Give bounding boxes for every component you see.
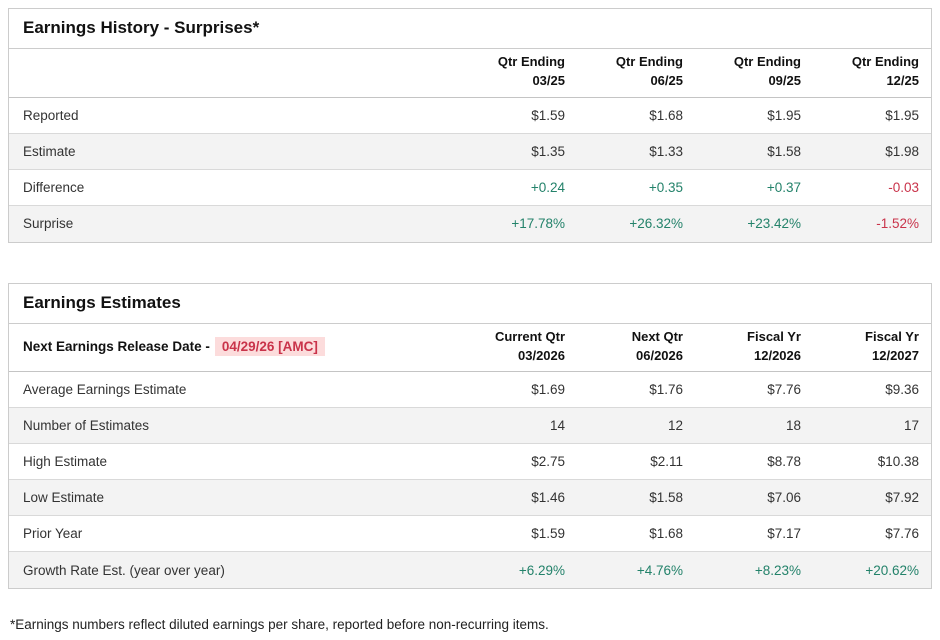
table-row-estimate: Estimate $1.35 $1.33 $1.58 $1.98 — [9, 133, 931, 170]
cell-value: $1.59 — [531, 526, 565, 542]
table-row-low-estimate: Low Estimate $1.46 $1.58 $7.06 $7.92 — [9, 480, 931, 517]
cell-value: $7.92 — [885, 490, 919, 506]
row-label: Prior Year — [23, 526, 83, 542]
cell-value: $1.35 — [531, 143, 565, 159]
earnings-estimates-title: Earnings Estimates — [9, 284, 931, 324]
cell-value-positive: +6.29% — [518, 562, 565, 578]
cell-value-negative: -0.03 — [888, 179, 919, 195]
table-row-growth-rate: Growth Rate Est. (year over year) +6.29%… — [9, 552, 931, 589]
cell-value-positive: +4.76% — [636, 562, 683, 578]
cell-value: $1.46 — [531, 490, 565, 506]
column-header-fiscal-yr-2027: Fiscal Yr 12/2027 — [865, 328, 919, 363]
table-row-difference: Difference +0.24 +0.35 +0.37 -0.03 — [9, 170, 931, 206]
cell-value: 17 — [903, 418, 919, 434]
cell-value: $1.58 — [767, 143, 801, 159]
cell-value: $1.98 — [885, 143, 919, 159]
cell-value-positive: +20.62% — [865, 562, 919, 578]
cell-value: $10.38 — [877, 454, 919, 470]
table-row-high-estimate: High Estimate $2.75 $2.11 $8.78 $10.38 — [9, 444, 931, 481]
column-header-next-qtr: Next Qtr 06/2026 — [631, 328, 683, 363]
column-header-qtr-1225: Qtr Ending 12/25 — [851, 54, 919, 88]
row-label: Surprise — [23, 216, 74, 232]
cell-value: 14 — [549, 418, 565, 434]
earnings-footnote: *Earnings numbers reflect diluted earnin… — [10, 617, 549, 633]
release-date-label: Next Earnings Release Date - — [23, 339, 210, 355]
column-header-fiscal-yr-2026: Fiscal Yr 12/2026 — [747, 328, 801, 363]
row-label: Low Estimate — [23, 490, 105, 506]
cell-value: 18 — [785, 418, 801, 434]
cell-value-positive: +0.24 — [530, 179, 565, 195]
cell-value: $1.68 — [649, 526, 683, 542]
cell-value: $1.69 — [531, 382, 565, 398]
row-label: Growth Rate Est. (year over year) — [23, 562, 225, 578]
release-date-badge: 04/29/26 [AMC] — [214, 337, 325, 357]
cell-value: $7.06 — [767, 490, 801, 506]
cell-value: $7.17 — [767, 526, 801, 542]
cell-value: $2.75 — [531, 454, 565, 470]
cell-value-positive: +8.23% — [754, 562, 801, 578]
cell-value: $2.11 — [650, 454, 683, 470]
column-header-qtr-0925: Qtr Ending 09/25 — [733, 54, 801, 88]
row-label: Reported — [23, 107, 79, 123]
column-header-current-qtr: Current Qtr 03/2026 — [494, 328, 565, 363]
column-header-qtr-0625: Qtr Ending 06/25 — [615, 54, 683, 88]
cell-value: $8.78 — [767, 454, 801, 470]
table-row-prior-year: Prior Year $1.59 $1.68 $7.17 $7.76 — [9, 516, 931, 553]
earnings-estimates-header-row: Next Earnings Release Date -04/29/26 [AM… — [9, 324, 931, 373]
cell-value: $1.95 — [885, 107, 919, 123]
earnings-history-table: Earnings History - Surprises* Qtr Ending… — [8, 8, 932, 243]
table-row-surprise: Surprise +17.78% +26.32% +23.42% -1.52% — [9, 205, 931, 242]
table-row-number-of-estimates: Number of Estimates 14 12 18 17 — [9, 408, 931, 445]
cell-value-positive: +0.37 — [766, 179, 801, 195]
cell-value-positive: +23.42% — [747, 216, 801, 232]
cell-value-positive: +17.78% — [511, 216, 565, 232]
cell-value: $1.58 — [649, 490, 683, 506]
table-row-reported: Reported $1.59 $1.68 $1.95 $1.95 — [9, 98, 931, 134]
row-label: High Estimate — [23, 454, 108, 470]
cell-value-positive: +26.32% — [629, 216, 683, 232]
row-label: Number of Estimates — [23, 418, 150, 434]
earnings-history-title: Earnings History - Surprises* — [9, 9, 931, 49]
row-label: Average Earnings Estimate — [23, 382, 187, 398]
cell-value: $7.76 — [767, 382, 801, 398]
cell-value: 12 — [667, 418, 683, 434]
next-earnings-release: Next Earnings Release Date -04/29/26 [AM… — [9, 337, 459, 357]
earnings-history-header-row: Qtr Ending 03/25 Qtr Ending 06/25 Qtr En… — [9, 49, 931, 98]
cell-value: $1.68 — [649, 107, 683, 123]
column-header-qtr-0325: Qtr Ending 03/25 — [497, 54, 565, 88]
cell-value: $9.36 — [885, 382, 919, 398]
cell-value: $1.76 — [649, 382, 683, 398]
cell-value-positive: +0.35 — [648, 179, 683, 195]
cell-value: $1.59 — [531, 107, 565, 123]
table-row-average-earnings-estimate: Average Earnings Estimate $1.69 $1.76 $7… — [9, 372, 931, 409]
cell-value: $1.95 — [767, 107, 801, 123]
cell-value: $1.33 — [649, 143, 683, 159]
row-label: Estimate — [23, 143, 76, 159]
cell-value: $7.76 — [885, 526, 919, 542]
row-label: Difference — [23, 179, 85, 195]
earnings-estimates-table: Earnings Estimates Next Earnings Release… — [8, 282, 932, 590]
cell-value-negative: -1.52% — [876, 216, 919, 232]
